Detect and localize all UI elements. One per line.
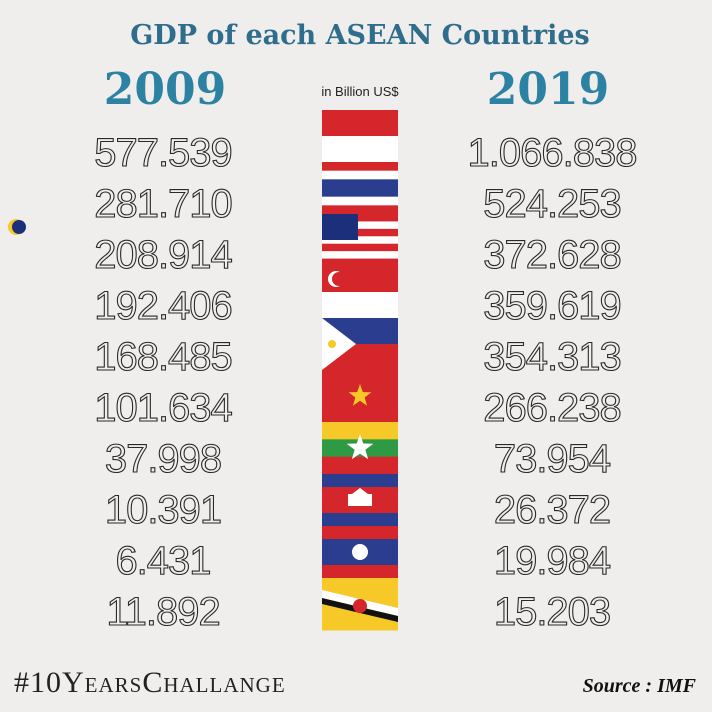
flag-stripe <box>322 214 398 222</box>
year-left: 2009 <box>104 64 226 115</box>
flag-canton <box>322 214 358 240</box>
flag-crescent <box>12 220 26 234</box>
flag-stripe <box>322 526 398 540</box>
flag-stripe <box>322 513 398 527</box>
gdp-2009: 281.710 <box>94 182 232 226</box>
flag-triangle <box>322 318 356 370</box>
gdp-2019: 73.954 <box>494 437 611 481</box>
year-right: 2019 <box>487 64 609 115</box>
gdp-2019: 359.619 <box>483 284 621 328</box>
unit: in Billion US$ <box>321 84 399 99</box>
flag-stripe <box>322 228 398 237</box>
gdp-2009: 101.634 <box>94 386 232 430</box>
flag-stripe <box>322 422 398 440</box>
flag-crescent <box>332 272 346 286</box>
gdp-2009: 10.391 <box>105 488 221 532</box>
gdp-2019: 266.238 <box>483 386 621 430</box>
source: Source : IMF <box>583 675 697 697</box>
flags <box>8 110 398 631</box>
title: GDP of each ASEAN Countries <box>130 20 590 51</box>
flag-stripe <box>322 565 398 579</box>
gdp-2019: 524.253 <box>483 182 621 226</box>
flag-stripe <box>322 179 398 189</box>
flag-stripe <box>322 292 398 319</box>
flag-stripe <box>322 110 398 137</box>
flag-stripe <box>322 258 398 267</box>
gdp-2019: 26.372 <box>494 488 610 532</box>
gdp-2019: 372.628 <box>483 233 621 277</box>
flag-stripe <box>322 500 398 514</box>
gdp-2019: 354.313 <box>483 335 621 379</box>
gdp-2009: 6.431 <box>115 539 210 583</box>
gdp-2009: 208.914 <box>94 233 232 277</box>
flag-stripe <box>322 243 398 252</box>
flag-stripe <box>322 196 398 206</box>
flag-star <box>348 384 372 406</box>
gdp-2009: 37.998 <box>105 437 221 481</box>
gdp-2019: 15.203 <box>494 590 610 634</box>
rows: 577.539 1.066.838 281.710 524.253 208.914 372… <box>94 130 638 634</box>
flag-stripe <box>322 188 398 198</box>
gdp-2009: 577.539 <box>94 131 232 175</box>
flag-moon <box>352 544 368 560</box>
flag-stripe <box>322 236 398 245</box>
gdp-2009: 192.406 <box>94 284 232 328</box>
flag-stripe <box>322 136 398 163</box>
gdp-2009: 168.485 <box>94 335 232 379</box>
flag-stripe <box>322 221 398 230</box>
flag-stripe <box>322 251 398 260</box>
gdp-2009: 11.892 <box>106 590 219 634</box>
gdp-2019: 1.066.838 <box>468 131 637 175</box>
flag-stripe <box>322 474 398 488</box>
gdp-2019: 19.984 <box>494 539 611 583</box>
flag-star <box>346 434 374 460</box>
flag-temple <box>348 494 372 506</box>
flag-stripe <box>322 456 398 475</box>
flag-stripe <box>322 205 398 215</box>
flag-temple <box>352 488 368 494</box>
hashtag: #10YearsChallange <box>14 666 286 699</box>
flag-stripe <box>322 170 398 180</box>
flag-sun <box>328 340 336 348</box>
flag-crest <box>353 599 367 613</box>
flag-stripe <box>322 162 398 172</box>
